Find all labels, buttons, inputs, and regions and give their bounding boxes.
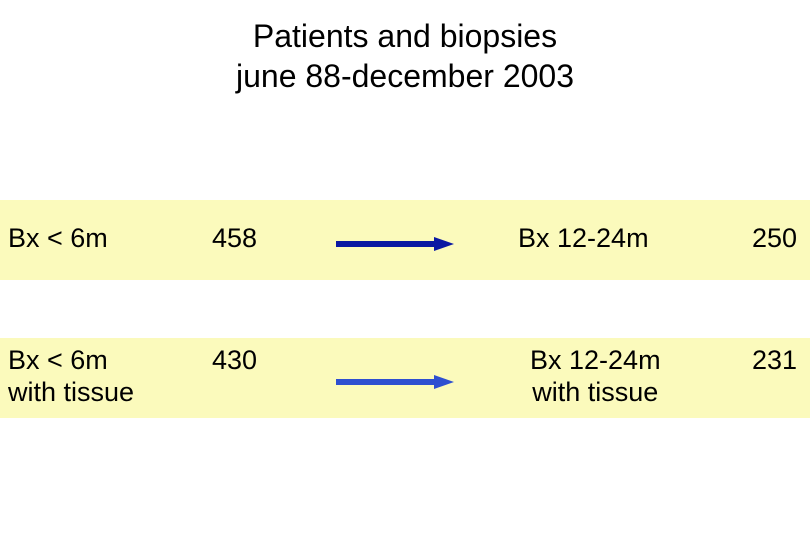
right-value: 250 [752,222,797,254]
arrow-icon [336,237,454,245]
data-row: Bx < 6m 458 Bx 12-24m 250 [0,200,810,280]
slide-title: Patients and biopsies june 88-december 2… [0,16,810,96]
right-value: 231 [752,344,797,376]
right-label: Bx 12-24m with tissue [530,344,661,409]
data-row: Bx < 6m with tissue 430 Bx 12-24m with t… [0,338,810,418]
arrow-icon [336,375,454,383]
slide: Patients and biopsies june 88-december 2… [0,0,810,540]
title-line-2: june 88-december 2003 [0,56,810,96]
left-value: 430 [212,344,257,376]
left-label: Bx < 6m with tissue [8,344,134,409]
title-line-1: Patients and biopsies [0,16,810,56]
left-label: Bx < 6m [8,222,108,254]
left-value: 458 [212,222,257,254]
right-label: Bx 12-24m [518,222,649,254]
